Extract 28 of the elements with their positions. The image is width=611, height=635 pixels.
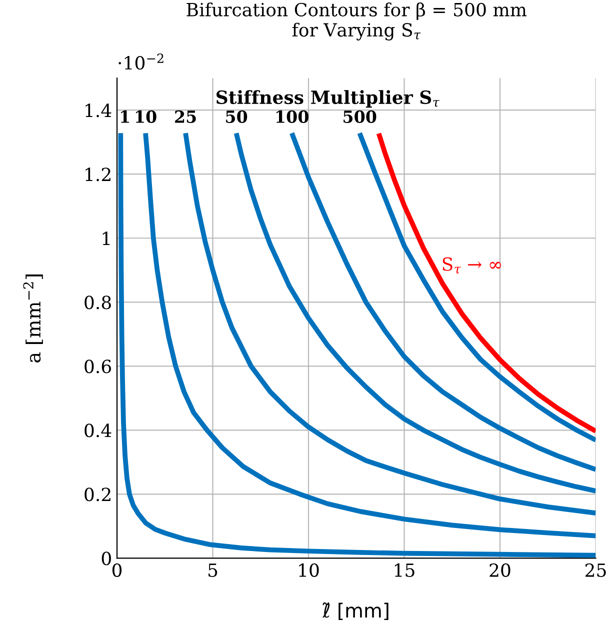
text: ·10$^{−2}$ [118,53,164,70]
series-label: S$_{τ}$ → ∞ [442,257,502,274]
y-axis-title: a [mm$^{−2}$] [23,274,43,362]
y-tick-label: 1.2 [86,168,110,182]
y-tick-label: 0.6 [84,360,112,374]
line-series [289,130,596,472]
x-tick-label: 15 [394,563,414,577]
y-tick-label: 1 [102,232,110,245]
annotation: Stiffness Multiplier S$_{τ}$ [216,90,440,108]
y-tick-label: 0.8 [84,296,111,310]
series-label: 10 [136,110,156,123]
y-tick-label: 0 [102,552,111,566]
series-label: 25 [175,110,196,123]
x-tick-label: 10 [299,563,319,577]
line-series [234,130,596,494]
x-tick-label: 20 [490,563,510,577]
y-tick-label: 0.4 [84,424,112,438]
series-label: 1 [121,110,129,123]
y-tick-label: 1.4 [86,104,112,118]
series-label: 50 [226,110,248,123]
x-tick-label: 0 [112,563,122,577]
x-tick-label: 25 [585,563,606,577]
y-tick-label: 0.2 [84,488,110,502]
series-label: 500 [344,110,376,123]
x-tick-label: 5 [208,564,218,577]
x-axis-title: ℓ̃ [mm] [322,602,388,620]
series-label: 100 [276,110,308,123]
chart-title: Bifurcation Contours for β = 500 mm for Varying S$_{τ}$ [186,2,526,40]
